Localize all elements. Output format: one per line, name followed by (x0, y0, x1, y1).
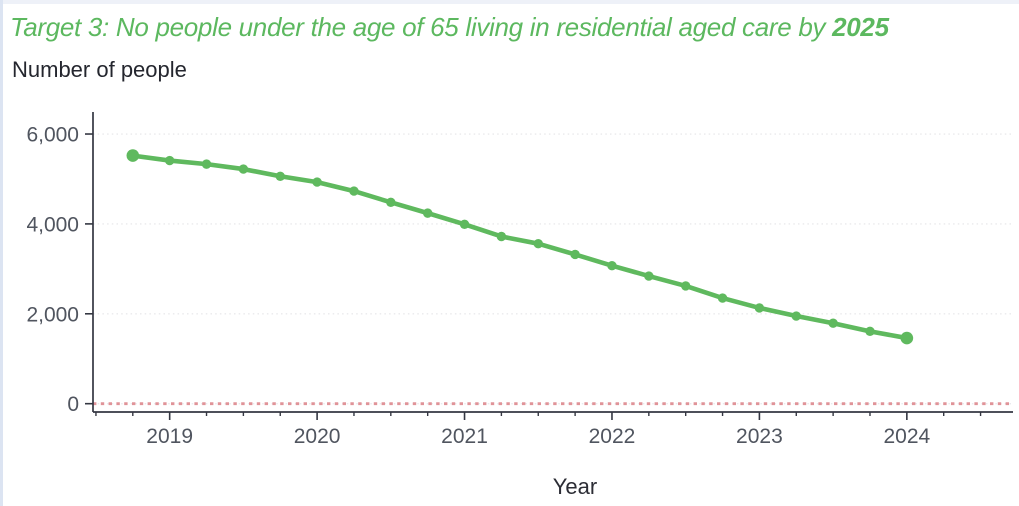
data-point[interactable] (386, 197, 396, 208)
data-point[interactable] (312, 177, 322, 187)
data-point[interactable] (422, 208, 433, 218)
x-tick-label: 2020 (294, 425, 341, 448)
x-tick-label: 2023 (736, 425, 783, 448)
data-point[interactable] (533, 238, 543, 249)
data-point[interactable] (680, 281, 691, 291)
y-tick-label: 0 (67, 393, 79, 416)
data-point[interactable] (900, 331, 914, 345)
data-point[interactable] (164, 155, 175, 166)
data-point[interactable] (865, 326, 875, 337)
data-point[interactable] (496, 231, 507, 242)
data-point[interactable] (201, 159, 212, 169)
y-tick-label: 4,000 (26, 213, 79, 236)
y-tick-label: 6,000 (26, 124, 79, 147)
x-axis-title: Year (553, 474, 597, 499)
data-point[interactable] (754, 303, 765, 313)
data-point[interactable] (607, 261, 617, 271)
data-point[interactable] (459, 219, 470, 230)
x-tick-label: 2021 (441, 425, 488, 448)
y-tick-label: 2,000 (26, 303, 79, 326)
chart-title-year: 2025 (832, 12, 889, 42)
data-point[interactable] (791, 311, 801, 321)
data-point[interactable] (717, 293, 728, 303)
x-tick-label: 2019 (146, 425, 193, 448)
y-axis-caption: Number of people (12, 57, 187, 82)
data-point[interactable] (644, 271, 654, 281)
data-point[interactable] (126, 149, 140, 162)
window-left-border (0, 0, 3, 506)
data-point[interactable] (570, 249, 580, 260)
x-tick-label: 2022 (589, 425, 636, 448)
data-point[interactable] (275, 171, 285, 181)
data-point[interactable] (349, 186, 359, 196)
chart-title-text: Target 3: No people under the age of 65 … (10, 12, 833, 42)
data-series-line[interactable] (130, 153, 910, 341)
data-point[interactable] (238, 164, 249, 174)
data-point[interactable] (828, 318, 838, 328)
window-top-border (0, 0, 1019, 4)
chart-title: Target 3: No people under the age of 65 … (10, 12, 1010, 43)
x-tick-label: 2024 (883, 425, 930, 448)
